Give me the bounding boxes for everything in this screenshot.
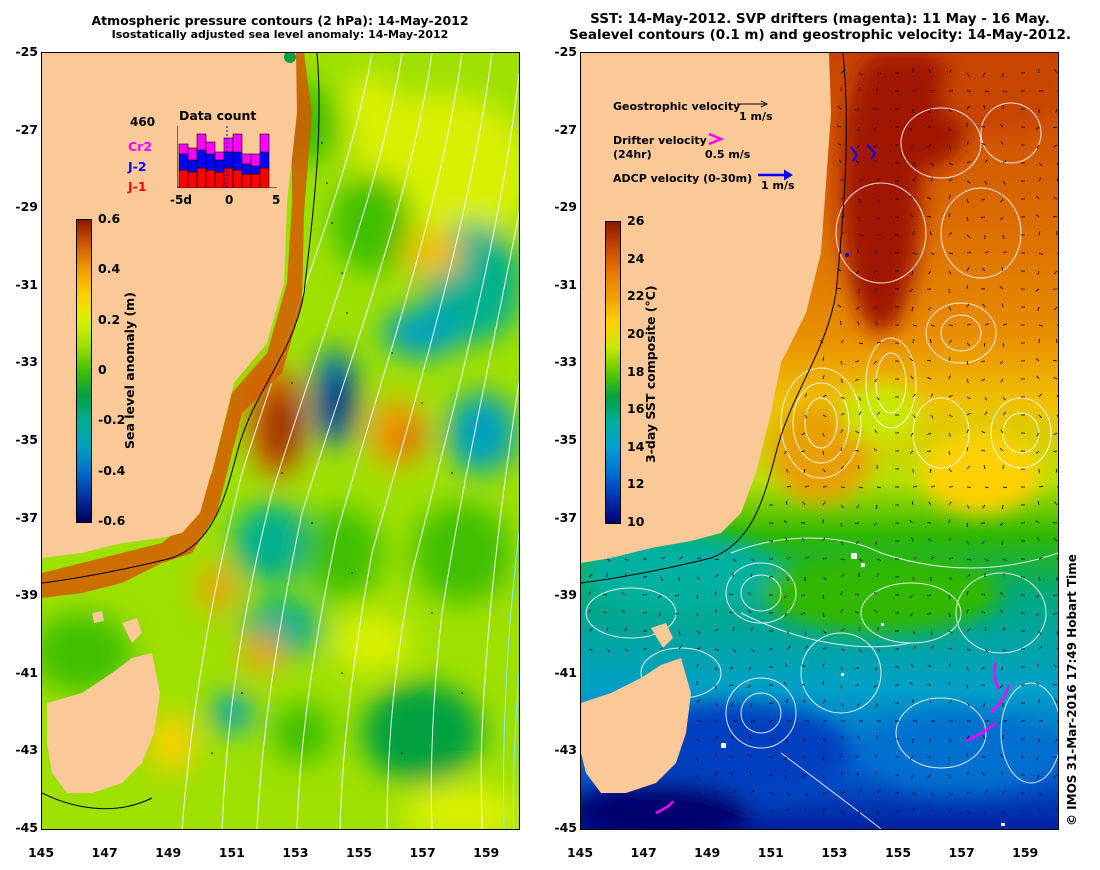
colorbar-tick: 26 xyxy=(627,213,645,228)
pressure-contours xyxy=(181,53,519,829)
data-count-xtick-left: -5d xyxy=(170,193,192,207)
geostrophic-velocity-arrows xyxy=(588,68,1058,815)
mainland-australia-right xyxy=(581,53,831,563)
right-xtick: 157 xyxy=(948,845,975,860)
right-ytick: -39 xyxy=(554,587,577,603)
right-ytick: -45 xyxy=(554,820,577,835)
left-ytick: -35 xyxy=(15,432,38,447)
colorbar-tick: 0.2 xyxy=(98,311,121,327)
right-xtick: 153 xyxy=(821,845,848,860)
data-count-xtick-right: 5 xyxy=(272,193,281,207)
imos-credit: © IMOS 31-Mar-2016 17:49 Hobart Time xyxy=(1065,554,1079,826)
colorbar-tick: -0.2 xyxy=(98,412,126,428)
right-ytick: -25 xyxy=(554,44,577,59)
adcp-scale-arrow xyxy=(758,169,793,181)
sst-field xyxy=(581,53,1058,829)
adcp-scale: 1 m/s xyxy=(761,179,795,192)
colorbar-tick: -0.6 xyxy=(98,513,126,528)
right-panel-title-line1: SST: 14-May-2012. SVP drifters (magenta)… xyxy=(590,11,1050,27)
right-xtick: 147 xyxy=(630,845,657,860)
right-ytick: -37 xyxy=(554,509,577,525)
left-ytick: -33 xyxy=(15,354,38,370)
colorbar-tick: -0.4 xyxy=(98,462,126,478)
left-ytick: -29 xyxy=(15,199,38,215)
right-xtick: 145 xyxy=(566,845,594,860)
left-xtick: 149 xyxy=(155,845,182,860)
tasmania xyxy=(47,653,160,793)
right-panel-title-line2: Sealevel contours (0.1 m) and geostrophi… xyxy=(568,27,1072,43)
left-xtick: 155 xyxy=(345,845,373,860)
drifter-scale: 0.5 m/s xyxy=(705,148,751,161)
altimeter-track-dots xyxy=(211,142,463,754)
right-ytick: -29 xyxy=(554,199,577,215)
sst-map xyxy=(581,53,1058,829)
right-ytick: -31 xyxy=(554,276,577,292)
left-ytick: -31 xyxy=(15,276,38,292)
data-count-title: Data count xyxy=(179,108,257,123)
adcp-tracks xyxy=(845,144,877,257)
left-ytick: -37 xyxy=(15,509,38,525)
drifter-scale-arrow xyxy=(708,132,725,146)
left-xtick: 147 xyxy=(91,845,118,860)
colorbar-tick: 12 xyxy=(627,476,645,492)
tasmania-right xyxy=(581,658,691,793)
sea-level-colorbar xyxy=(76,219,92,523)
data-count-total: 460 xyxy=(130,115,156,129)
colorbar-tick: 16 xyxy=(627,401,645,417)
legend-j2: J-2 xyxy=(128,159,147,174)
left-panel-title-line1: Atmospheric pressure contours (2 hPa): 1… xyxy=(91,13,469,28)
right-ytick: -33 xyxy=(554,354,577,370)
colorbar-tick: 0 xyxy=(98,362,107,377)
right-map-panel[interactable]: Geostrophic velocity 1 m/s Drifter veloc… xyxy=(580,52,1059,830)
right-xtick: 149 xyxy=(694,845,721,860)
right-ytick: -27 xyxy=(554,121,577,137)
colorbar-tick: 24 xyxy=(627,250,645,266)
colorbar-tick: 0.6 xyxy=(98,211,121,226)
left-map-panel[interactable]: 460 Data count Cr2 J-2 J-1 -5d 0 5 Sea l… xyxy=(41,52,520,830)
sea-level-anomaly-map xyxy=(42,53,519,829)
left-ytick: -45 xyxy=(15,820,38,835)
data-count-xtick-mid: 0 xyxy=(225,193,234,207)
colorbar-tick: 22 xyxy=(627,288,645,304)
drifter-velocity-sub: (24hr) xyxy=(613,148,652,161)
colorbar-tick: 10 xyxy=(627,514,645,529)
colorbar-tick: 20 xyxy=(627,325,645,341)
pressure-contours-cyan xyxy=(503,532,519,829)
left-xtick: 151 xyxy=(218,845,245,860)
left-xtick: 157 xyxy=(409,845,436,860)
cloud-mask-speckle xyxy=(721,553,1005,826)
sst-colorbar-label: 3-day SST composite (°C) xyxy=(643,285,658,463)
left-xtick: 159 xyxy=(473,845,500,860)
left-panel-title-line2: Isostatically adjusted sea level anomaly… xyxy=(111,28,449,41)
right-ytick: -41 xyxy=(554,664,577,680)
drifter-velocity-label: Drifter velocity xyxy=(613,134,707,147)
right-xtick: 155 xyxy=(884,845,912,860)
geostrophic-scale-arrow xyxy=(737,100,769,108)
right-xtick: 159 xyxy=(1012,845,1039,860)
right-ytick: -43 xyxy=(554,742,577,758)
geostrophic-scale: 1 m/s xyxy=(739,110,773,123)
left-ytick: -25 xyxy=(15,44,38,59)
geostrophic-velocity-label: Geostrophic velocity xyxy=(613,100,741,113)
left-ytick: -39 xyxy=(15,587,38,603)
left-ytick: -43 xyxy=(15,742,38,758)
right-xtick: 151 xyxy=(757,845,784,860)
svp-drifter-tracks xyxy=(655,662,1011,815)
legend-cr2: Cr2 xyxy=(128,139,153,154)
colorbar-tick: 14 xyxy=(627,438,645,454)
legend-j1: J-1 xyxy=(128,179,147,194)
data-count-histogram xyxy=(177,126,277,188)
adcp-velocity-label: ADCP velocity (0-30m) xyxy=(613,172,753,185)
right-ytick: -35 xyxy=(554,432,577,447)
left-xtick: 145 xyxy=(27,845,55,860)
colorbar-tick: 0.4 xyxy=(98,261,121,277)
left-ytick: -27 xyxy=(15,121,38,137)
left-ytick: -41 xyxy=(15,664,38,680)
sst-colorbar xyxy=(605,221,621,524)
left-xtick: 153 xyxy=(282,845,309,860)
sea-level-contours xyxy=(585,102,1058,829)
colorbar-tick: 18 xyxy=(627,363,645,379)
